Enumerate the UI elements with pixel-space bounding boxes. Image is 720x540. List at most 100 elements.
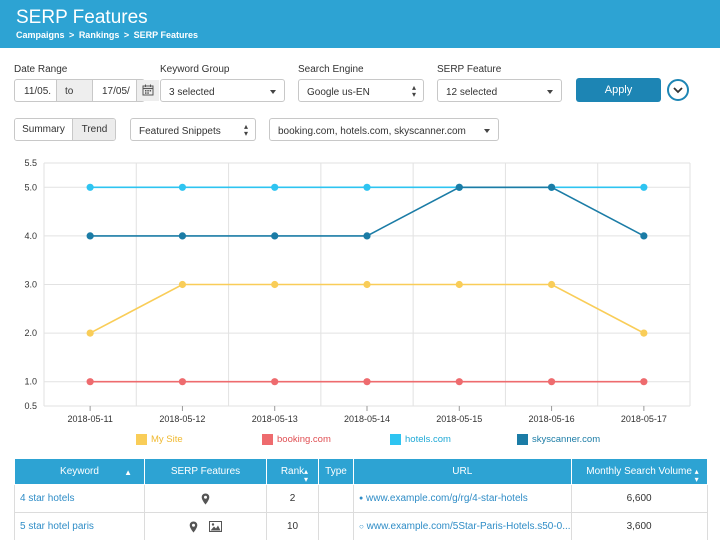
url-bullet-filled-icon: ●	[359, 494, 364, 502]
competitors-select-value: booking.com, hotels.com, skyscanner.com	[278, 126, 466, 137]
y-tick-label: 3.0	[24, 280, 37, 290]
feature-select-value: Featured Snippets	[139, 126, 221, 137]
column-header-label: URL	[452, 466, 473, 477]
serp-features-cell	[144, 512, 267, 540]
page-header: SERP Features Campaigns > Rankings > SER…	[0, 0, 720, 48]
trend-chart: 5.5 5.0 4.0 3.0 2.0 1.0 0.5 2018-05-11 2018-05-1…	[24, 158, 691, 424]
series-line-skyscanner-com	[90, 186, 645, 237]
chevron-down-icon	[484, 129, 490, 133]
column-header-monthly-search-volume[interactable]: Monthly Search Volume ▴ ▾	[570, 458, 708, 485]
keyword-group-select[interactable]: 3 selected	[160, 79, 285, 102]
url-link[interactable]: www.example.com/g/rg/4-star-hotels	[366, 493, 528, 504]
search-engine-value: Google us-EN	[307, 87, 370, 98]
date-to-input[interactable]: 17/05/	[93, 80, 137, 101]
data-point-booking-com	[178, 378, 187, 386]
column-header-serp-features: SERP Features	[144, 458, 267, 485]
column-header-label: Monthly Search Volume	[586, 466, 692, 477]
date-range-picker: 11/05. to 17/05/	[14, 79, 159, 102]
data-point-skyscanner-com	[363, 232, 371, 240]
x-tick-label: 2018-05-17	[621, 414, 667, 424]
column-header-label: Keyword	[60, 466, 99, 477]
data-point-skyscanner-com	[86, 232, 94, 240]
y-tick-label: 5.0	[24, 182, 37, 192]
serp-feature-value: 12 selected	[446, 87, 498, 98]
data-point-booking-com	[455, 378, 463, 386]
keywords-table: Keyword ▲ SERP Features Rank ▴ ▾ Type URL…	[14, 458, 708, 540]
competitors-select[interactable]: booking.com, hotels.com, skyscanner.com	[269, 118, 499, 141]
data-point-my-site	[363, 280, 371, 289]
rank-cell: 2	[266, 484, 319, 513]
series-line-my-site	[89, 283, 645, 334]
breadcrumb: Campaigns > Rankings > SERP Features	[16, 30, 200, 40]
column-header-type: Type	[318, 458, 354, 485]
keyword-group-value: 3 selected	[169, 87, 215, 98]
legend-label: My Site	[151, 434, 183, 445]
keyword-link[interactable]: 5 star hotel paris	[20, 521, 94, 532]
serp-features-cell	[144, 484, 267, 513]
trend-tab[interactable]: Trend	[73, 119, 115, 140]
date-range-label: Date Range	[14, 64, 68, 75]
column-header-label: Type	[325, 466, 347, 477]
chevron-down-icon	[673, 87, 683, 94]
legend-swatch	[390, 434, 401, 445]
breadcrumb-separator: >	[69, 30, 75, 40]
breadcrumb-campaigns[interactable]: Campaigns	[16, 30, 65, 40]
legend-label: skyscanner.com	[532, 434, 601, 445]
url-link[interactable]: www.example.com/5Star-Paris-Hotels.s50-0…	[366, 521, 571, 532]
data-point-my-site	[271, 280, 279, 289]
sort-icon: ▴ ▾	[303, 467, 308, 484]
table-row: 5 star hotel paris 10 ○ www.example.com/…	[14, 512, 708, 540]
column-header-label: SERP Features	[170, 466, 241, 477]
breadcrumb-rankings[interactable]: Rankings	[78, 30, 120, 40]
breadcrumb-separator: >	[123, 30, 130, 40]
expand-filters-button[interactable]	[667, 79, 689, 101]
data-point-my-site	[455, 280, 463, 289]
y-tick-label: 5.5	[24, 158, 37, 168]
data-point-skyscanner-com	[178, 232, 187, 240]
y-tick-label: 4.0	[24, 231, 37, 241]
view-toggle: Summary Trend	[14, 118, 116, 141]
x-tick-label: 2018-05-11	[67, 414, 112, 424]
page-title: SERP Features	[16, 7, 148, 28]
image-icon	[208, 521, 222, 532]
data-point-hotels-com	[640, 183, 648, 191]
type-cell	[318, 484, 354, 513]
table-row: 4 star hotels 2 ● www.example.com/g/rg/4…	[14, 484, 708, 513]
data-point-skyscanner-com	[455, 183, 463, 191]
calendar-button[interactable]	[137, 80, 159, 101]
legend-label: hotels.com	[405, 434, 451, 445]
search-engine-select[interactable]: Google us-EN ▴ ▾	[298, 79, 424, 102]
column-header-keyword[interactable]: Keyword ▲	[14, 458, 145, 485]
summary-tab[interactable]: Summary	[15, 119, 73, 140]
type-cell	[318, 512, 354, 540]
data-point-booking-com	[86, 378, 94, 386]
keyword-link[interactable]: 4 star hotels	[20, 493, 75, 504]
feature-select[interactable]: Featured Snippets ▴ ▾	[130, 118, 256, 141]
column-header-rank[interactable]: Rank ▴ ▾	[266, 458, 319, 485]
data-point-my-site	[640, 329, 648, 337]
data-point-skyscanner-com	[547, 183, 556, 191]
up-down-icon: ▴ ▾	[243, 122, 248, 138]
legend-swatch	[136, 434, 147, 445]
apply-button[interactable]: Apply	[576, 78, 661, 102]
column-header-url: URL	[353, 458, 572, 485]
rank-cell: 10	[266, 512, 319, 540]
legend-label: booking.com	[277, 434, 331, 445]
serp-feature-select[interactable]: 12 selected	[437, 79, 562, 102]
x-tick-label: 2018-05-15	[436, 414, 482, 424]
serp-feature-label: SERP Feature	[437, 64, 502, 75]
date-from-input[interactable]: 11/05.	[15, 80, 57, 101]
x-tick-label: 2018-05-13	[252, 414, 298, 424]
data-point-my-site	[178, 280, 187, 289]
data-point-hotels-com	[86, 183, 94, 191]
column-header-label: Rank	[280, 466, 305, 477]
x-tick-label: 2018-05-16	[529, 414, 575, 424]
date-to-label: to	[57, 80, 93, 101]
search-engine-label: Search Engine	[298, 64, 364, 75]
volume-cell: 6,600	[570, 484, 708, 513]
y-tick-label: 0.5	[24, 401, 37, 411]
data-point-booking-com	[363, 378, 371, 386]
data-point-hotels-com	[271, 183, 279, 191]
data-point-booking-com	[640, 378, 648, 386]
sort-up-icon: ▲	[124, 468, 132, 477]
